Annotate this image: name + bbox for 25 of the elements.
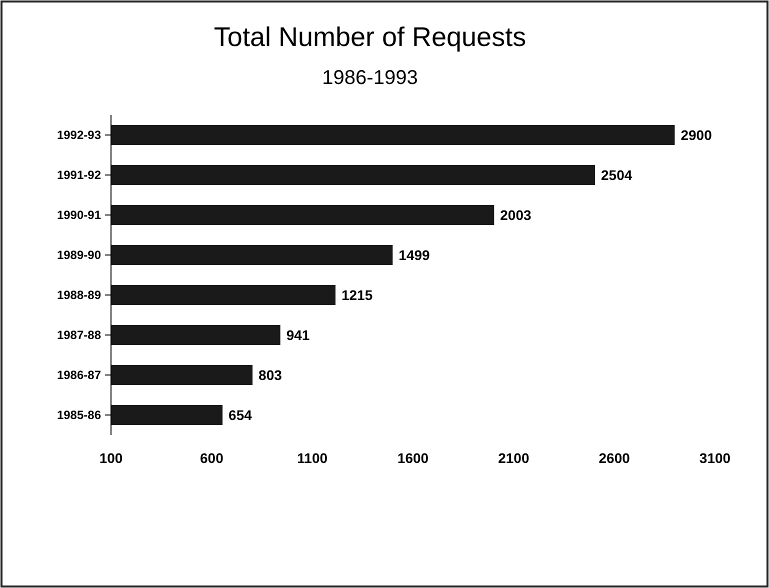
y-tick-label: 1990-91 <box>56 208 102 222</box>
chart-subtitle: 1986-1993 <box>322 67 418 89</box>
y-tick-label: 1987-88 <box>56 328 102 342</box>
x-tick-label: 600 <box>200 450 224 466</box>
x-tick-label: 1100 <box>297 450 328 466</box>
y-tick-label: 1989-90 <box>56 248 102 262</box>
y-tick-label: 1986-87 <box>56 368 102 382</box>
x-tick-label: 3100 <box>699 450 731 466</box>
data-label: 941 <box>286 326 310 343</box>
data-label: 1215 <box>341 286 373 303</box>
data-label: 2003 <box>500 206 532 223</box>
y-tick-label: 1985-86 <box>56 408 102 422</box>
data-label: 803 <box>258 366 282 383</box>
x-tick-label: 100 <box>99 450 123 466</box>
x-tick-label: 1600 <box>397 450 429 466</box>
data-label: 654 <box>228 406 252 423</box>
y-tick-label: 1992-93 <box>56 128 102 142</box>
y-tick-label: 1991-92 <box>56 168 102 182</box>
data-label: 1499 <box>398 246 430 263</box>
data-label: 2504 <box>601 166 632 183</box>
x-tick-label: 2100 <box>498 450 530 466</box>
chart-title: Total Number of Requests <box>214 22 526 52</box>
y-tick-label: 1988-89 <box>56 288 102 302</box>
data-label: 2900 <box>680 126 712 143</box>
x-tick-label: 2600 <box>598 450 630 466</box>
